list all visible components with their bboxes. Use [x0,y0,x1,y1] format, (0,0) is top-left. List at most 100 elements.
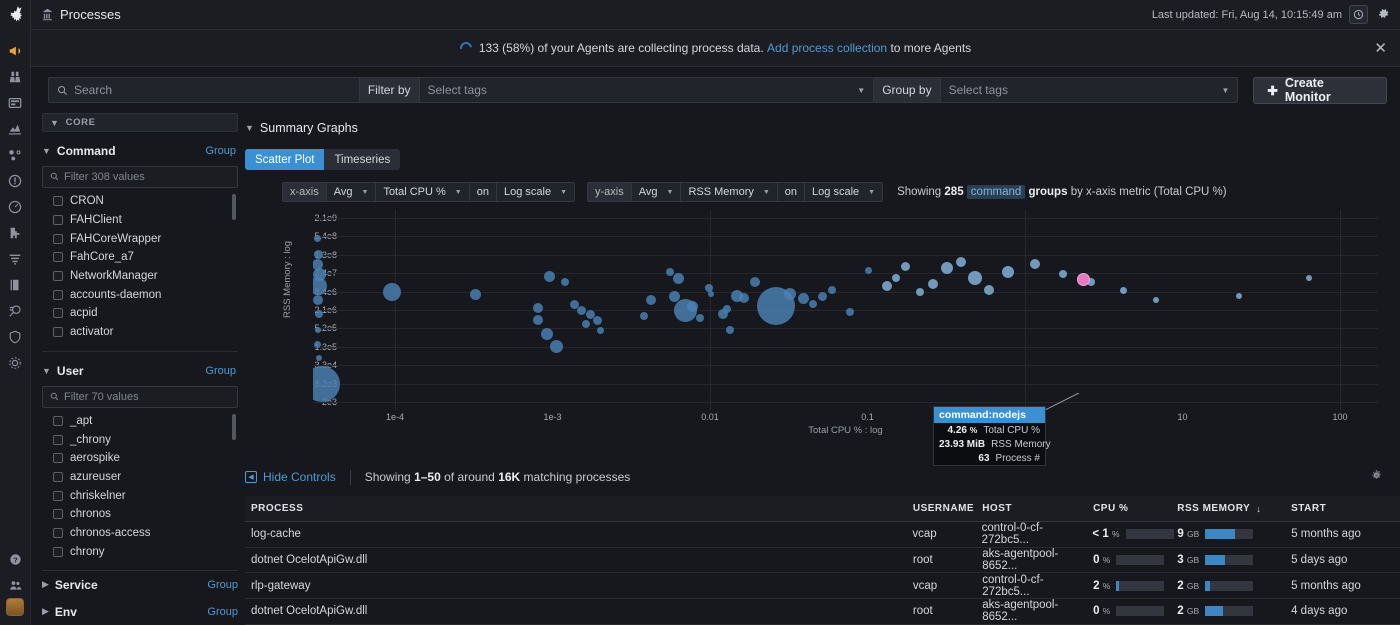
scatter-bubble[interactable] [1001,266,1014,278]
scatter-bubble[interactable] [915,288,924,296]
scatter-bubble[interactable] [532,315,543,325]
facet-value-row[interactable]: accounts-daemon [42,285,238,304]
facet-group-link[interactable]: Group [205,364,236,377]
scatter-bubble[interactable] [865,266,873,274]
scatter-bubble[interactable] [646,295,657,305]
scatter-bubble[interactable] [673,272,685,284]
scatter-bubble[interactable] [892,274,901,282]
facet-scrollbar[interactable] [232,194,236,220]
scatter-bubble[interactable] [750,277,761,287]
scatter-bubble[interactable] [817,291,827,301]
hide-controls-button[interactable]: ◀ Hide Controls [245,470,336,484]
scatter-bubble[interactable] [708,291,715,297]
facet-checkbox[interactable] [53,509,63,520]
facet-checkbox[interactable] [53,327,63,338]
table-row[interactable]: rlp-gateway vcap control-0-cf-272bc5... 2 %… [245,573,1400,600]
scatter-plot-chart[interactable]: RSS Memory : log 2.1e95.4e81.3e83.4e78.4… [245,210,1400,466]
facet-checkbox[interactable] [53,490,63,501]
scatter-bubble[interactable] [738,293,749,303]
team-icon[interactable] [0,572,31,598]
scatter-bubble[interactable] [549,339,563,353]
x-agg-select[interactable]: Avg ▼ [326,182,377,202]
scatter-bubble[interactable] [314,234,322,242]
facet-section-core[interactable]: ▼ CORE [42,113,238,132]
table-row[interactable]: dotnet OcelotApiGw.dll root aks-agentpool-… [245,548,1400,574]
facet-checkbox[interactable] [53,233,63,244]
scatter-bubble[interactable] [315,310,324,318]
facet-scrollbar[interactable] [232,413,236,440]
scatter-bubble[interactable] [1305,275,1312,281]
tab-timeseries[interactable]: Timeseries [324,149,401,170]
facet-filter-input-user[interactable]: Filter 70 values [42,385,238,408]
scatter-bubble[interactable] [846,308,855,316]
metrics-chart-icon[interactable] [0,116,31,142]
gear-icon[interactable] [1375,7,1392,23]
create-monitor-button[interactable]: ✚ Create Monitor [1253,76,1388,104]
search-input[interactable]: Search [48,77,360,103]
scatter-bubble[interactable] [1236,293,1243,299]
scatter-bubble[interactable] [313,295,323,305]
scatter-bubble[interactable] [704,284,713,292]
scatter-bubble[interactable] [1059,270,1068,278]
facet-value-row[interactable]: chrony [42,542,238,561]
scatter-bubble[interactable] [928,279,939,289]
scatter-bubble[interactable] [1030,259,1041,269]
megaphone-icon[interactable] [0,38,31,64]
facet-value-row[interactable]: _apt [42,412,238,431]
y-metric-select[interactable]: RSS Memory ▼ [681,182,778,202]
clock-icon[interactable] [1349,5,1368,24]
scatter-bubble[interactable] [695,314,704,322]
facet-group-link[interactable]: Group [207,605,238,618]
apm-puzzle-icon[interactable] [0,220,31,246]
highlighted-scatter-bubble[interactable] [1077,273,1090,286]
facet-value-row[interactable]: acpid [42,304,238,323]
security-shield-icon[interactable] [0,324,31,350]
facet-value-row[interactable]: activator [42,323,238,342]
scatter-bubble[interactable] [783,288,796,300]
column-header-rss-memory[interactable]: RSS MEMORY ↓ [1177,503,1291,514]
facet-value-row[interactable]: azureuser [42,468,238,487]
scatter-bubble[interactable] [570,299,580,309]
table-settings-gear-icon[interactable] [1370,469,1383,485]
facet-group-env[interactable]: ▶ Env Group [42,598,238,625]
scatter-bubble[interactable] [314,340,322,348]
scatter-bubble[interactable] [382,283,401,301]
scatter-bubble[interactable] [313,366,341,402]
facet-value-row[interactable]: FAHClient [42,211,238,230]
scatter-bubble[interactable] [723,305,732,313]
facet-group-link[interactable]: Group [205,145,236,157]
scatter-bubble[interactable] [561,278,570,286]
facet-value-row[interactable]: _chrony [42,430,238,449]
facet-checkbox[interactable] [53,415,63,426]
scatter-bubble[interactable] [968,271,983,285]
scatter-bubble[interactable] [725,326,734,334]
scatter-bubble[interactable] [798,292,810,304]
alert-circle-icon[interactable] [0,168,31,194]
facet-value-row[interactable]: FahCore_a7 [42,248,238,267]
service-map-icon[interactable] [0,142,31,168]
scatter-bubble[interactable] [665,268,674,276]
y-agg-select[interactable]: Avg ▼ [631,182,682,202]
table-row[interactable]: dotnet OcelotApiGw.dll root aks-agentpool-… [245,599,1400,625]
table-row[interactable]: log-cache vcap control-0-cf-272bc5... < 1 %… [245,522,1400,548]
column-header-start[interactable]: START [1291,503,1327,514]
scatter-bubble[interactable] [956,257,967,267]
filter-by-select[interactable]: Select tags ▼ [419,77,875,103]
dashboard-icon[interactable] [0,90,31,116]
facet-checkbox[interactable] [53,546,63,557]
scatter-bubble[interactable] [640,312,649,320]
scatter-bubble[interactable] [941,262,954,274]
gauge-icon[interactable] [0,194,31,220]
facet-value-row[interactable]: chronos-access [42,524,238,543]
facet-checkbox[interactable] [53,308,63,319]
scatter-bubble[interactable] [984,285,995,295]
facet-value-row[interactable]: aerospike [42,449,238,468]
help-icon[interactable]: ? [0,546,31,572]
facet-checkbox[interactable] [53,271,63,282]
facet-header[interactable]: ▼ Command Group [42,143,238,159]
scatter-bubble[interactable] [315,355,322,361]
add-process-collection-link[interactable]: Add process collection [767,41,888,55]
facet-group-link[interactable]: Group [207,578,238,591]
scatter-bubble[interactable] [827,286,836,294]
scatter-bubble[interactable] [596,326,604,334]
